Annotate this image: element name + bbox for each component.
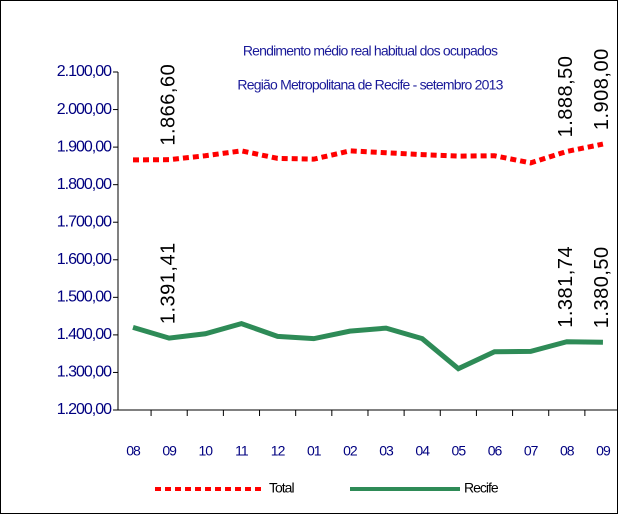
y-tick-label: 1.600,00 (57, 251, 112, 268)
y-tick-label: 1.400,00 (57, 326, 112, 343)
value-label: 1.391,41 (157, 242, 179, 324)
y-tick-label: 1.500,00 (57, 289, 112, 306)
value-label: 1.866,60 (157, 64, 179, 146)
y-tick-label: 1.800,00 (57, 176, 112, 193)
series-line (132, 141, 604, 166)
legend-label: Recife (464, 480, 499, 496)
x-tick-label: 04 (415, 443, 430, 459)
y-tick-label: 1.700,00 (57, 213, 112, 230)
x-tick-label: 03 (379, 443, 394, 459)
y-tick-label: 1.900,00 (57, 138, 112, 155)
y-tick-label: 1.300,00 (57, 364, 112, 381)
x-tick-label: 05 (452, 443, 467, 459)
value-label: 1.380,50 (591, 246, 613, 328)
x-tick-label: 08 (126, 443, 141, 459)
chart-title: Rendimento médio real habitual dos ocupa… (243, 43, 498, 59)
chart-subtitle: Região Metropolitana de Recife - setembr… (237, 77, 503, 93)
x-tick-label: 06 (488, 443, 503, 459)
x-tick-label: 02 (343, 443, 358, 459)
x-tick-label: 10 (199, 443, 214, 459)
x-tick-label: 09 (162, 443, 177, 459)
value-label: 1.888,50 (555, 56, 577, 138)
x-tick-label: 12 (271, 443, 286, 459)
y-tick-label: 1.200,00 (57, 401, 112, 418)
value-label: 1.381,74 (555, 246, 577, 328)
x-tick-label: 09 (596, 443, 611, 459)
x-tick-label: 08 (560, 443, 575, 459)
value-label: 1.908,00 (591, 48, 613, 130)
y-tick-label: 2.000,00 (57, 101, 112, 118)
x-tick-label: 07 (524, 443, 539, 459)
y-tick-label: 2.100,00 (57, 63, 112, 80)
legend-label: Total (269, 480, 294, 496)
series-line (132, 321, 603, 372)
x-tick-label: 01 (307, 443, 322, 459)
x-tick-label: 11 (235, 443, 249, 459)
